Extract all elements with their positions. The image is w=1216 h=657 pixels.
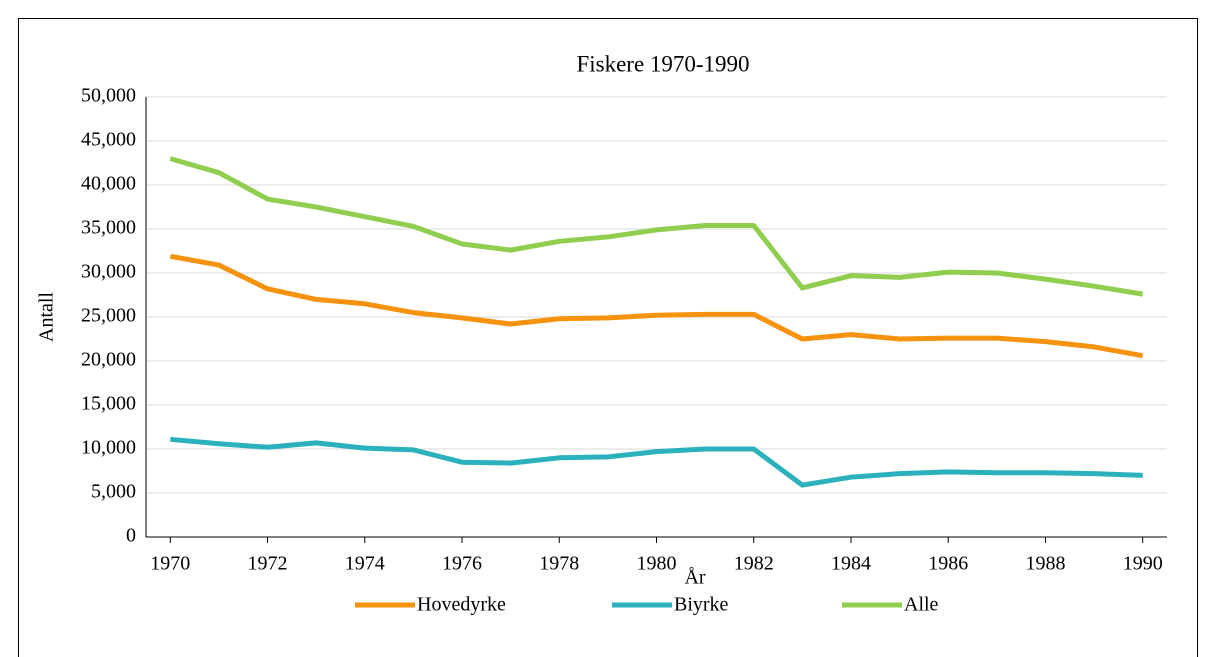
- x-tick-label: 1970: [150, 553, 190, 575]
- series-line: [169, 253, 1144, 359]
- legend-label: Hovedyrke: [417, 594, 506, 616]
- series-line: [170, 436, 1143, 488]
- x-axis-label: År: [684, 567, 705, 589]
- series-line: [169, 156, 1144, 297]
- legend-label: Biyrke: [674, 594, 729, 616]
- chart-frame: [18, 18, 1198, 657]
- y-tick-label: 0: [126, 525, 136, 547]
- y-tick-label: 30,000: [81, 261, 136, 283]
- y-tick-label: 40,000: [81, 173, 136, 195]
- y-tick-label: 35,000: [81, 217, 136, 239]
- x-tick-label: 1984: [831, 553, 871, 575]
- x-tick-label: 1990: [1123, 553, 1163, 575]
- y-tick-label: 25,000: [81, 305, 136, 327]
- y-tick-label: 20,000: [81, 349, 136, 371]
- x-tick-label: 1974: [345, 553, 385, 575]
- x-tick-label: 1972: [248, 553, 288, 575]
- y-tick-label: 50,000: [81, 85, 136, 107]
- chart-title: Fiskere 1970-1990: [576, 51, 749, 76]
- x-tick-label: 1982: [734, 553, 774, 575]
- x-tick-label: 1976: [442, 553, 482, 575]
- y-tick-label: 15,000: [81, 393, 136, 415]
- x-tick-label: 1986: [928, 553, 968, 575]
- y-tick-label: 5,000: [91, 481, 136, 503]
- y-tick-label: 10,000: [81, 437, 136, 459]
- x-tick-label: 1988: [1025, 553, 1065, 575]
- y-axis-label: Antall: [36, 292, 58, 342]
- legend-label: Alle: [904, 594, 939, 616]
- x-tick-label: 1980: [637, 553, 677, 575]
- x-tick-label: 1978: [539, 553, 579, 575]
- y-tick-label: 45,000: [81, 129, 136, 151]
